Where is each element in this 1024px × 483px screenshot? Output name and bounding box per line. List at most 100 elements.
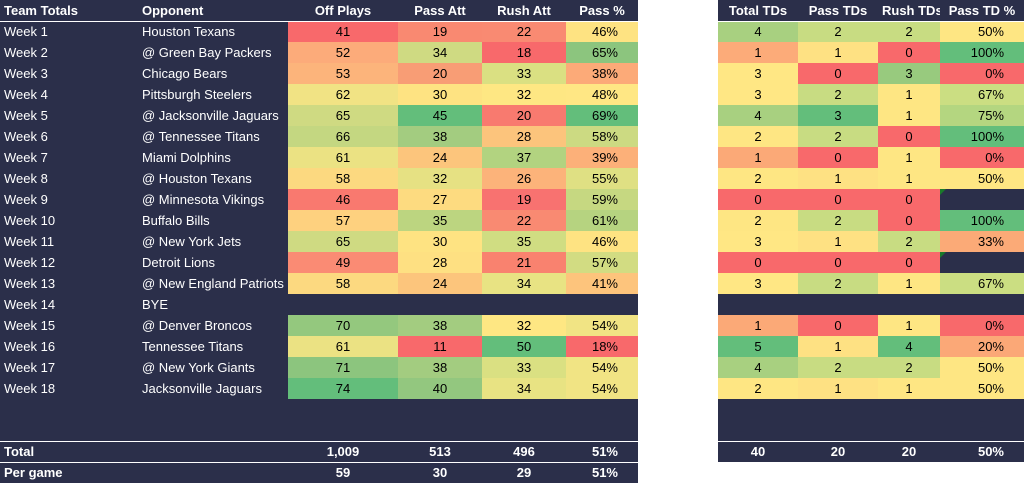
opponent-cell[interactable]: Houston Texans (138, 21, 288, 42)
off-plays-cell[interactable]: 61 (288, 336, 398, 357)
opponent-cell[interactable]: Detroit Lions (138, 252, 288, 273)
rush-tds-cell[interactable]: 1 (878, 273, 940, 294)
pass-pct-cell[interactable]: 65% (566, 42, 638, 63)
total-tds-cell[interactable]: 2 (718, 378, 798, 399)
rush-att-cell[interactable]: 19 (482, 189, 566, 210)
pass-td-pct-cell[interactable]: 100% (940, 210, 1024, 231)
rush-att-cell[interactable]: 28 (482, 126, 566, 147)
header-team-totals[interactable]: Team Totals (0, 0, 138, 22)
opponent-cell[interactable]: BYE (138, 294, 288, 315)
pass-td-pct-cell[interactable]: 20% (940, 336, 1024, 357)
pass-td-pct-cell[interactable]: 75% (940, 105, 1024, 126)
pass-pct-cell[interactable]: 61% (566, 210, 638, 231)
rush-att-cell[interactable]: 33 (482, 357, 566, 378)
opponent-cell[interactable]: @ Denver Broncos (138, 315, 288, 336)
header-pass-pct[interactable]: Pass % (566, 0, 638, 22)
off-plays-cell[interactable]: 58 (288, 273, 398, 294)
off-plays-cell[interactable]: 53 (288, 63, 398, 84)
week-cell[interactable]: Week 17 (0, 357, 138, 378)
off-plays-cell[interactable]: 65 (288, 105, 398, 126)
pass-att-cell[interactable]: 40 (398, 378, 482, 399)
off-plays-cell[interactable]: 70 (288, 315, 398, 336)
pass-pct-cell[interactable]: 18% (566, 336, 638, 357)
rush-att-cell[interactable]: 34 (482, 378, 566, 399)
total-tds-cell[interactable]: 0 (718, 189, 798, 210)
total-tds-cell[interactable]: 5 (718, 336, 798, 357)
week-cell[interactable]: Week 1 (0, 21, 138, 42)
total-tds-cell[interactable] (718, 294, 798, 315)
off-plays-cell[interactable]: 62 (288, 84, 398, 105)
pass-pct-cell[interactable]: 48% (566, 84, 638, 105)
pass-att-cell[interactable]: 45 (398, 105, 482, 126)
rush-tds-cell[interactable]: 0 (878, 189, 940, 210)
pass-tds-cell[interactable]: 2 (798, 21, 878, 42)
rush-tds-cell[interactable] (878, 294, 940, 315)
total-tds-cell[interactable]: 0 (718, 252, 798, 273)
rush-tds-cell[interactable]: 2 (878, 357, 940, 378)
off-plays-cell[interactable]: 41 (288, 21, 398, 42)
opponent-cell[interactable]: Jacksonville Jaguars (138, 378, 288, 399)
rush-tds-cell[interactable]: 1 (878, 315, 940, 336)
total-tds-cell[interactable]: 1 (718, 147, 798, 168)
rush-att-cell[interactable]: 37 (482, 147, 566, 168)
opponent-cell[interactable]: Buffalo Bills (138, 210, 288, 231)
total-tds-cell[interactable]: 2 (718, 210, 798, 231)
week-cell[interactable]: Week 14 (0, 294, 138, 315)
pass-att-cell[interactable]: 20 (398, 63, 482, 84)
empty-cell[interactable] (138, 461, 288, 483)
pass-pct-cell[interactable]: 46% (566, 231, 638, 252)
pass-tds-cell[interactable]: 2 (798, 210, 878, 231)
week-cell[interactable]: Week 5 (0, 105, 138, 126)
off-plays-cell[interactable]: 49 (288, 252, 398, 273)
pass-pct-cell[interactable]: 46% (566, 21, 638, 42)
pass-tds-cell[interactable] (798, 294, 878, 315)
pass-td-pct-cell[interactable]: 50% (940, 357, 1024, 378)
total-tds-cell[interactable]: 2 (718, 126, 798, 147)
total-tds-cell[interactable]: 1 (718, 42, 798, 63)
total-pass-tds[interactable]: 20 (798, 440, 878, 462)
pass-att-cell[interactable]: 38 (398, 126, 482, 147)
pass-pct-cell[interactable]: 54% (566, 378, 638, 399)
week-cell[interactable]: Week 18 (0, 378, 138, 399)
rush-att-cell[interactable] (482, 294, 566, 315)
pass-pct-cell[interactable] (566, 294, 638, 315)
off-plays-cell[interactable]: 61 (288, 147, 398, 168)
rush-att-cell[interactable]: 33 (482, 63, 566, 84)
pass-td-pct-cell[interactable]: 0% (940, 63, 1024, 84)
pass-att-cell[interactable]: 27 (398, 189, 482, 210)
week-cell[interactable]: Week 6 (0, 126, 138, 147)
opponent-cell[interactable]: @ Jacksonville Jaguars (138, 105, 288, 126)
week-cell[interactable]: Week 3 (0, 63, 138, 84)
header-opponent[interactable]: Opponent (138, 0, 288, 22)
pass-att-cell[interactable]: 11 (398, 336, 482, 357)
off-plays-cell[interactable]: 57 (288, 210, 398, 231)
pass-td-pct-cell[interactable]: 0% (940, 147, 1024, 168)
opponent-cell[interactable]: @ Minnesota Vikings (138, 189, 288, 210)
opponent-cell[interactable]: Tennessee Titans (138, 336, 288, 357)
rush-att-cell[interactable]: 21 (482, 252, 566, 273)
week-cell[interactable]: Week 4 (0, 84, 138, 105)
pass-pct-cell[interactable]: 58% (566, 126, 638, 147)
rush-att-cell[interactable]: 34 (482, 273, 566, 294)
total-tds[interactable]: 40 (718, 440, 798, 462)
opponent-cell[interactable]: @ New York Giants (138, 357, 288, 378)
pass-td-pct-cell[interactable]: 100% (940, 42, 1024, 63)
rush-tds-cell[interactable]: 0 (878, 126, 940, 147)
rush-att-cell[interactable]: 22 (482, 21, 566, 42)
empty-cell[interactable] (138, 440, 288, 462)
total-tds-cell[interactable]: 3 (718, 84, 798, 105)
off-plays-cell[interactable]: 74 (288, 378, 398, 399)
pass-pct-cell[interactable]: 54% (566, 357, 638, 378)
week-cell[interactable]: Week 9 (0, 189, 138, 210)
off-plays-cell[interactable]: 46 (288, 189, 398, 210)
pass-pct-cell[interactable]: 54% (566, 315, 638, 336)
header-off-plays[interactable]: Off Plays (288, 0, 398, 22)
rush-tds-cell[interactable]: 1 (878, 147, 940, 168)
total-rush-tds[interactable]: 20 (878, 440, 940, 462)
opponent-cell[interactable]: Miami Dolphins (138, 147, 288, 168)
opponent-cell[interactable]: @ Tennessee Titans (138, 126, 288, 147)
pass-td-pct-cell[interactable] (940, 189, 1024, 210)
header-total-tds[interactable]: Total TDs (718, 0, 798, 22)
header-pass-att[interactable]: Pass Att (398, 0, 482, 22)
rush-att-cell[interactable]: 50 (482, 336, 566, 357)
